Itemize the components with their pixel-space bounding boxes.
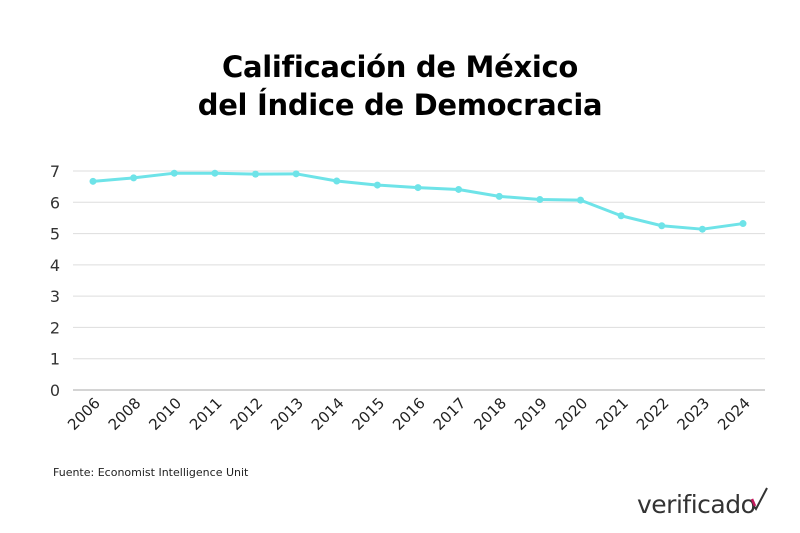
y-tick-label: 4 [50,256,60,275]
data-point [211,169,219,177]
x-tick-label: 2006 [64,394,104,434]
x-tick-label: 2021 [592,394,632,434]
data-point [89,177,97,185]
x-tick-label: 2014 [308,394,348,434]
data-point [292,170,300,178]
y-tick-label: 1 [50,350,60,369]
x-tick-label: 2022 [633,394,673,434]
data-point [373,181,381,189]
title-line-2: del Índice de Democracia [197,88,603,122]
data-point [333,177,341,185]
data-point [414,184,422,192]
chart-title: Calificación de México del Índice de Dem… [0,48,800,124]
x-tick-label: 2015 [348,394,388,434]
verificado-logo: verificado [637,487,768,519]
y-tick-label: 6 [50,193,60,212]
data-point [536,195,544,203]
data-point [495,192,503,200]
data-point [130,174,138,182]
x-tick-label: 2012 [227,394,267,434]
source-note: Fuente: Economist Intelligence Unit [53,466,249,479]
y-tick-label: 2 [50,318,60,337]
x-tick-label: 2024 [714,394,754,434]
x-tick-label: 2016 [389,394,429,434]
data-point [170,169,178,177]
x-tick-label: 2017 [430,394,470,434]
data-point [577,196,584,204]
data-point [658,222,666,230]
x-tick-label: 2023 [673,394,713,434]
title-line-1: Calificación de México [221,50,579,84]
y-tick-label: 3 [50,287,60,306]
y-tick-label: 5 [50,225,60,244]
y-tick-label: 7 [50,162,60,181]
x-tick-label: 2013 [267,394,307,434]
x-tick-label: 2008 [105,394,145,434]
y-tick-label: 0 [50,381,60,400]
x-tick-label: 2010 [145,394,185,434]
x-tick-label: 2011 [186,394,226,434]
data-point [252,170,259,178]
x-tick-label: 2018 [470,394,510,434]
data-point [455,185,463,193]
data-point [617,212,625,220]
x-tick-label: 2019 [511,394,551,434]
x-tick-label: 2020 [552,394,592,434]
series-line [92,171,744,231]
data-point [698,225,706,233]
data-point [739,220,747,228]
